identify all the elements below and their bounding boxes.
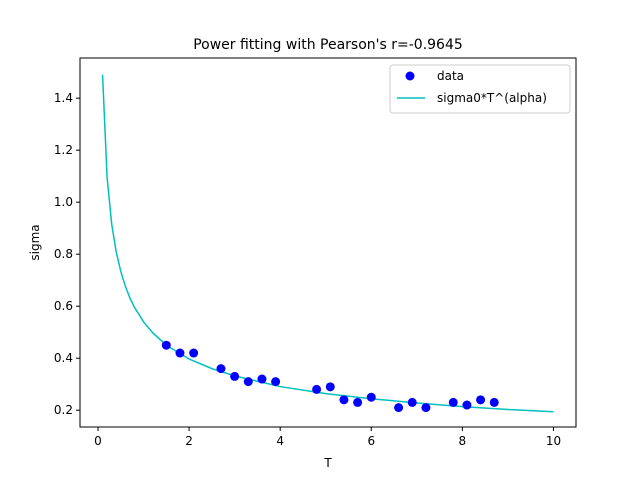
data-point <box>366 392 376 402</box>
data-point <box>325 382 335 392</box>
data-point <box>476 395 486 405</box>
x-axis-label: T <box>323 456 332 470</box>
legend-marker-data <box>405 71 415 81</box>
data-point <box>353 397 363 407</box>
x-tick-label: 6 <box>367 434 375 448</box>
legend-label-data: data <box>437 69 464 83</box>
y-tick-label: 1.0 <box>54 195 73 209</box>
data-point <box>271 377 281 387</box>
x-tick-label: 2 <box>185 434 193 448</box>
data-point <box>312 384 322 394</box>
y-axis: 0.2 0.4 0.6 0.8 1.0 1.2 1.4 <box>54 91 80 417</box>
y-tick-label: 0.6 <box>54 299 73 313</box>
data-point <box>257 374 267 384</box>
data-point <box>161 340 171 350</box>
axes-frame <box>79 57 577 428</box>
data-point <box>189 348 199 358</box>
data-point <box>421 403 431 413</box>
x-tick-label: 4 <box>276 434 284 448</box>
y-tick-label: 0.2 <box>54 403 73 417</box>
data-point <box>216 364 226 374</box>
y-tick-label: 1.2 <box>54 143 73 157</box>
legend-label-fit: sigma0*T^(alpha) <box>437 91 547 105</box>
data-point <box>462 400 472 410</box>
legend-box <box>389 64 571 114</box>
x-tick-label: 0 <box>94 434 102 448</box>
data-point <box>230 371 240 381</box>
plot-area <box>101 74 554 413</box>
legend: data sigma0*T^(alpha) <box>389 64 571 114</box>
y-tick-label: 1.4 <box>54 91 73 105</box>
y-tick-label: 0.8 <box>54 247 73 261</box>
data-point <box>394 403 404 413</box>
x-axis: 0 2 4 6 8 10 <box>94 427 561 448</box>
data-point <box>243 377 253 387</box>
data-point <box>407 397 417 407</box>
x-tick-label: 10 <box>546 434 561 448</box>
data-point <box>175 348 185 358</box>
x-tick-label: 8 <box>459 434 467 448</box>
y-axis-label: sigma <box>28 224 42 260</box>
y-tick-label: 0.4 <box>54 351 73 365</box>
data-point <box>489 397 499 407</box>
data-point <box>339 395 349 405</box>
data-point <box>448 397 458 407</box>
chart-title: Power fitting with Pearson's r=-0.9645 <box>193 37 463 53</box>
